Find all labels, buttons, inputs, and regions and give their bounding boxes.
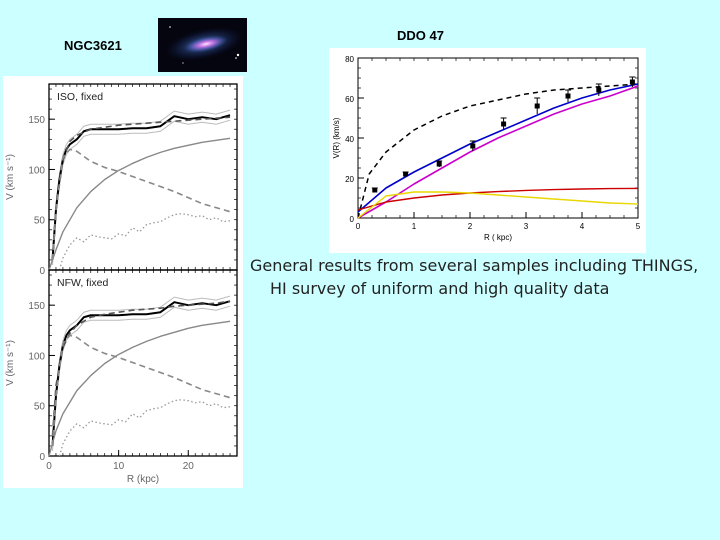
series-line-2	[51, 334, 231, 447]
series-line-1	[357, 83, 639, 213]
series-line-2	[357, 85, 639, 219]
series-line-4	[58, 399, 231, 457]
series-line-0	[357, 83, 639, 219]
y-tick-label: 100	[28, 351, 45, 362]
data-point	[629, 79, 635, 85]
caption-text: General results from several samples inc…	[250, 254, 715, 300]
x-axis-label: R (kpc)	[127, 474, 159, 485]
series-line-3	[48, 137, 231, 271]
ngc3621-rotation-curves-panel: 0 50 100 150 V (km s⁻¹) ISO, fixed 0 50 100 150 0 1…	[3, 76, 243, 488]
error-band-upper	[51, 295, 231, 441]
data-point	[501, 121, 507, 127]
x-tick-label: 0	[46, 461, 52, 472]
ddo47-label: DDO 47	[397, 28, 444, 43]
data-point	[470, 143, 476, 149]
caption-line-1: General results from several samples inc…	[250, 256, 699, 275]
y-tick-label: 0	[39, 452, 45, 463]
series-line-4	[357, 191, 639, 219]
x-axis-label: R ( kpc)	[484, 233, 512, 242]
y-tick-label: 100	[28, 165, 45, 176]
y-tick-label: 50	[34, 216, 46, 227]
ddo47-rotation-curve-panel: 0 20 40 60 80 0 1 2 3 4 5 V(R) (km/s) R ( kpc)	[329, 48, 646, 253]
x-tick-label: 3	[524, 222, 529, 231]
data-point	[534, 103, 540, 109]
data-point	[596, 87, 602, 93]
y-axis-label: V (km s⁻¹)	[5, 154, 16, 200]
error-band-lower	[51, 305, 231, 452]
data-point	[372, 187, 378, 193]
data-point	[565, 93, 571, 99]
y-axis-label: V (km s⁻¹)	[5, 340, 16, 386]
series-line-0	[51, 300, 231, 447]
chart-2: 0 20 40 60 80 0 1 2 3 4 5 V(R) (km/s) R ( kpc)	[332, 55, 641, 242]
y-tick-label: 60	[345, 95, 354, 104]
x-tick-label: 5	[636, 222, 641, 231]
x-tick-label: 4	[580, 222, 585, 231]
y-tick-label: 20	[345, 175, 354, 184]
y-tick-label: 40	[345, 135, 354, 144]
y-tick-label: 150	[28, 301, 45, 312]
x-tick-label: 0	[356, 222, 361, 231]
series-line-1	[51, 116, 231, 261]
series-line-0	[51, 114, 231, 261]
data-point	[403, 171, 409, 177]
x-tick-label: 2	[468, 222, 473, 231]
series-line-2	[51, 148, 231, 261]
chart-1: 0 50 100 150 0 10 20 V (km s⁻¹) R (kpc) NFW, fixe…	[5, 269, 238, 485]
panel-annotation: NFW, fixed	[57, 277, 109, 289]
error-band-upper	[51, 109, 231, 255]
y-tick-label: 0	[39, 266, 45, 277]
x-tick-label: 10	[113, 461, 125, 472]
series-line-4	[58, 213, 231, 271]
ngc3621-label: NGC3621	[64, 38, 122, 53]
caption-line-2: HI survey of uniform and high quality da…	[270, 279, 610, 298]
y-tick-label: 0	[350, 215, 355, 224]
series-line-3	[48, 320, 231, 457]
chart-0: 0 50 100 150 V (km s⁻¹) ISO, fixed	[5, 83, 238, 277]
plot-frame	[48, 269, 238, 457]
data-point	[436, 161, 442, 167]
y-tick-label: 150	[28, 115, 45, 126]
y-tick-label: 80	[345, 55, 354, 64]
y-axis-label: V(R) (km/s)	[332, 117, 341, 158]
panel-annotation: ISO, fixed	[57, 91, 103, 103]
x-tick-label: 20	[183, 461, 195, 472]
galaxy-thumbnail-image	[158, 18, 247, 72]
y-tick-label: 50	[34, 402, 46, 413]
x-tick-label: 1	[412, 222, 417, 231]
series-line-3	[357, 187, 639, 211]
plot-frame	[48, 83, 238, 271]
